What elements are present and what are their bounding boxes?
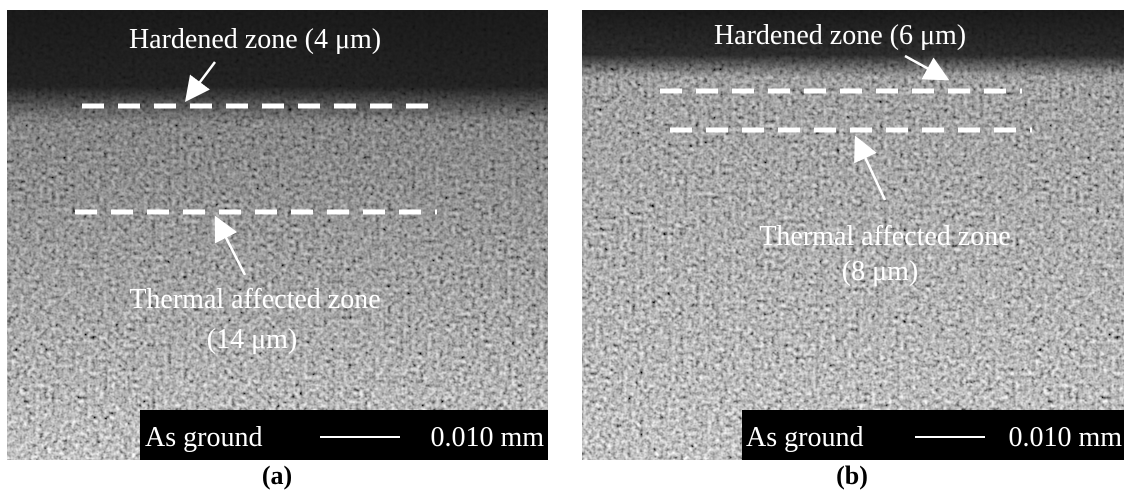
thermal-depth: (14 μm) [207,324,297,355]
panel-b: Hardened zone (6 μm) Thermal affected zo… [582,10,1124,490]
thermal-label: Thermal affected zone [129,284,380,315]
hardened-label: Hardened zone (6 μm) [714,20,966,51]
panel-a: Hardened zone (4 μm) Thermal affected zo… [7,10,548,490]
surface-shade [7,10,548,460]
scale-text: As ground [746,422,863,453]
scale-text: As ground [145,422,262,453]
thermal-label: Thermal affected zone [759,221,1010,252]
scale-value: 0.010 mm [1008,422,1122,453]
thermal-depth: (8 μm) [842,256,918,287]
figure: Hardened zone (4 μm) Thermal affected zo… [0,0,1131,492]
caption: (a) [262,461,292,490]
caption: (b) [836,461,868,490]
scale-value: 0.010 mm [430,422,544,453]
hardened-label: Hardened zone (4 μm) [129,24,381,55]
